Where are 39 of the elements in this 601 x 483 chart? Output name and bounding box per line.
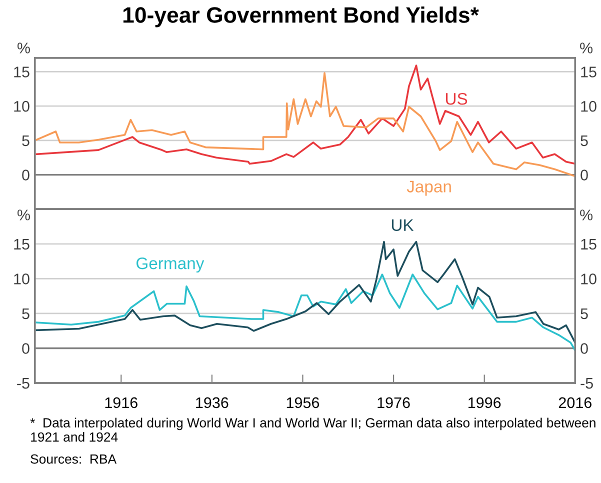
y-tick-label: 5 [22, 308, 30, 320]
chart-title: 10-year Government Bond Yields* [123, 6, 479, 28]
y-tick-label: 0 [22, 343, 30, 354]
y-tick-label: 10 [14, 274, 30, 284]
y-tick-label: 15 [14, 238, 30, 250]
y2-tick-label: 5 [580, 308, 588, 320]
y2-axis-title: % [580, 42, 593, 54]
y2-axis-title: % [580, 210, 593, 220]
y-tick-label: 0 [22, 170, 30, 180]
y2-tick-label: -5 [580, 378, 593, 389]
y2-tick-label: 0 [580, 170, 588, 180]
x-tick-label: 2016 [558, 397, 592, 408]
series-label: US [446, 92, 468, 105]
y-axis-title: % [17, 210, 30, 220]
line-series [36, 274, 576, 352]
y2-tick-label: 5 [580, 135, 588, 146]
y-axis-title: % [17, 42, 30, 54]
y2-tick-label: 15 [581, 66, 596, 78]
y2-tick-label: 10 [581, 274, 596, 284]
line-series [36, 240, 576, 344]
series-label: UK [392, 219, 414, 231]
x-tick-label: 1916 [105, 397, 138, 408]
y-tick-label: 10 [14, 100, 30, 112]
line-series [36, 64, 576, 165]
series-label: Japan [406, 180, 451, 196]
y2-tick-label: 15 [581, 238, 596, 250]
y2-tick-label: 10 [581, 100, 596, 112]
line-series [36, 72, 576, 178]
text: * Data interpolated during World War I and World War II; German data also interpolated between 1921 and 1924 [30, 418, 596, 442]
series-label: Germany [136, 257, 204, 273]
y-tick-label: -5 [17, 378, 30, 389]
x-tick-label: 1936 [196, 397, 228, 408]
x-tick-label: 1996 [468, 397, 501, 408]
x-tick-label: 1956 [286, 397, 320, 408]
y-tick-label: 15 [14, 66, 30, 78]
y2-tick-label: 0 [580, 343, 588, 354]
y-tick-label: 5 [22, 135, 30, 146]
x-tick-label: 1976 [378, 397, 410, 408]
source-note: Sources: RBA [30, 454, 117, 464]
